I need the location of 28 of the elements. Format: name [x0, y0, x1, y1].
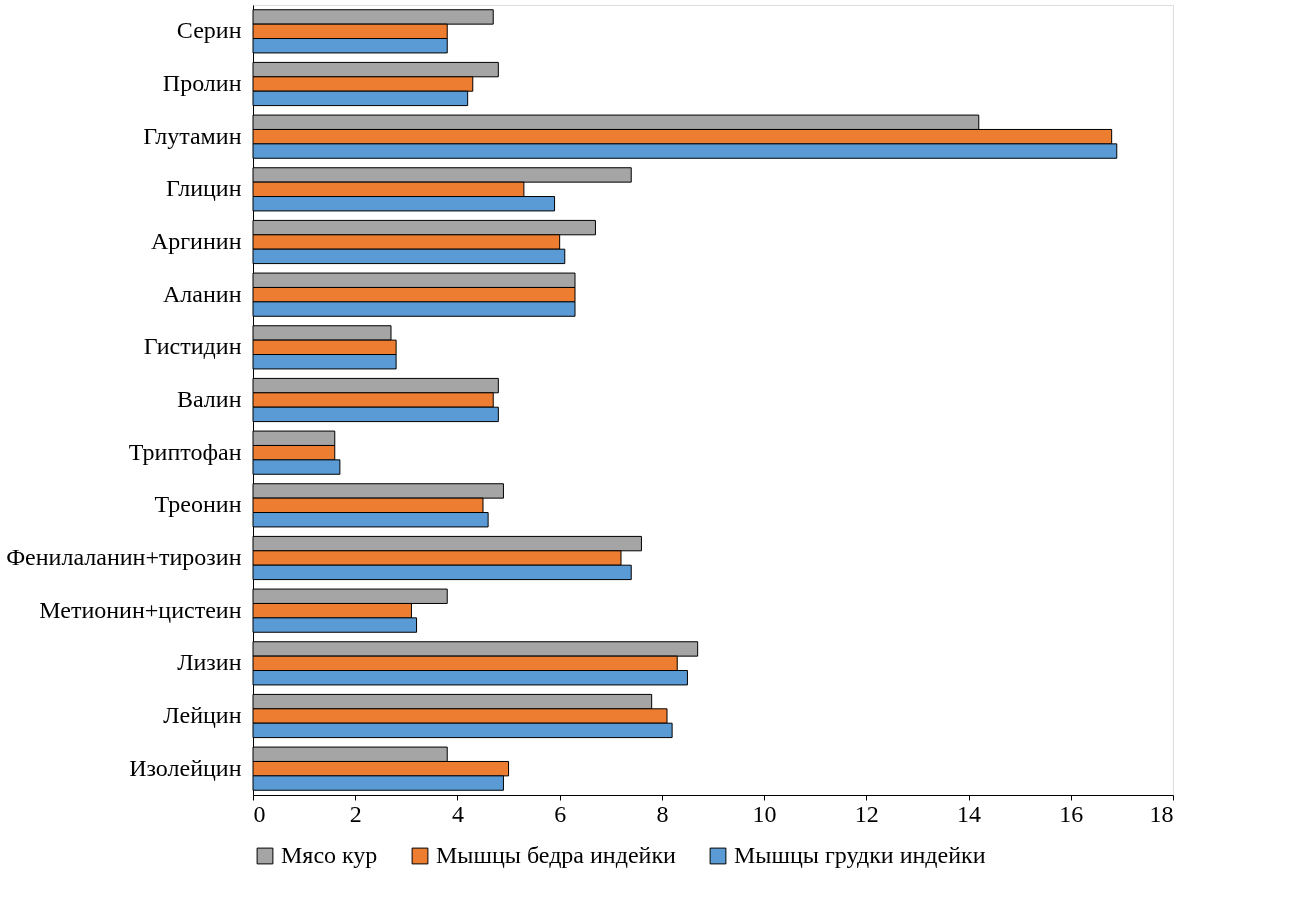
legend-label: Мясо кур — [281, 842, 378, 868]
y-tick-label: Треонин — [154, 491, 242, 518]
x-tick-label: 4 — [451, 800, 464, 827]
x-tick-label: 12 — [854, 800, 879, 827]
y-tick-label: Глицин — [166, 175, 242, 202]
legend-label: Мышцы грудки индейки — [734, 842, 986, 868]
y-tick-label: Валин — [176, 386, 242, 412]
y-tick-label: Фенилаланин+тирозин — [6, 544, 242, 570]
x-tick-label: 10 — [752, 800, 777, 827]
y-tick-label: Аргинин — [150, 228, 242, 254]
y-tick-label: Изолейцин — [129, 754, 242, 781]
x-tick-label: 16 — [1059, 800, 1084, 827]
y-tick-label: Лейцин — [163, 702, 242, 728]
y-tick-label: Аланин — [163, 280, 242, 307]
x-tick-label: 8 — [656, 800, 669, 827]
y-tick-label: Глутамин — [143, 122, 242, 149]
x-tick-label: 6 — [554, 800, 567, 827]
y-tick-label: Триптофан — [128, 438, 242, 465]
x-tick-label: 2 — [349, 800, 362, 827]
x-tick-label: 14 — [957, 800, 982, 827]
y-tick-label: Метионин+цистеин — [39, 596, 242, 623]
y-tick-label: Лизин — [177, 649, 242, 676]
x-tick-label: 0 — [253, 800, 266, 827]
y-tick-label: Гистидин — [143, 333, 242, 360]
legend-label: Мышцы бедра индейки — [436, 842, 677, 868]
y-tick-label: Серин — [176, 17, 242, 44]
y-tick-label: Пролин — [162, 70, 242, 96]
x-tick-label: 18 — [1149, 800, 1174, 827]
